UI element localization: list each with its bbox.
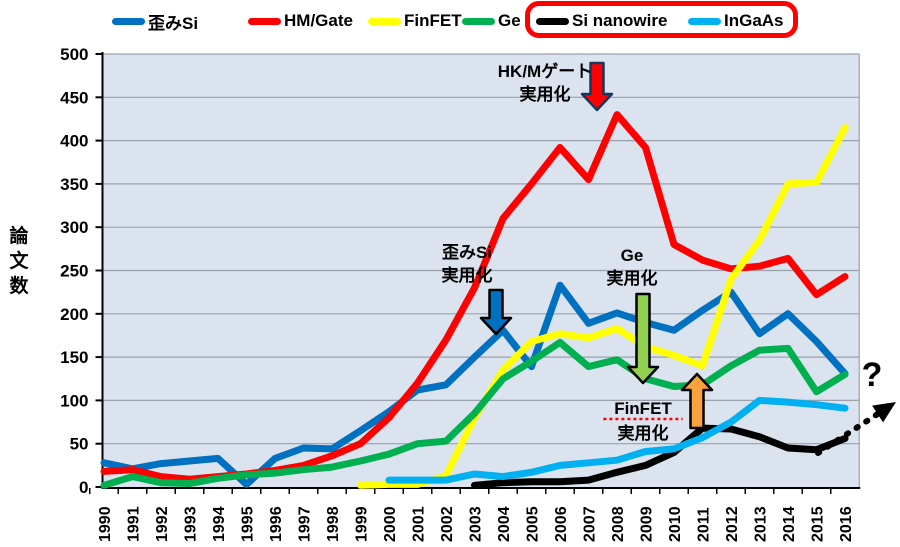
x-tick-label: 2005: [525, 506, 542, 542]
y-tick-label: 100: [60, 391, 88, 410]
legend-label: Si nanowire: [572, 11, 668, 30]
x-tick-label: 1998: [325, 506, 342, 542]
dashed-arrow-head: [872, 402, 896, 423]
legend-label: FinFET: [404, 11, 462, 30]
x-tick-label: 1995: [240, 506, 257, 542]
x-tick-label: 1996: [268, 506, 285, 542]
x-tick-label: 2010: [667, 506, 684, 542]
legend-marker-HM/Gate: [248, 17, 281, 25]
annotation-text-finfet: FinFET: [614, 399, 672, 418]
annotation-text-strained-si: 実用化: [442, 265, 493, 285]
annotation-text-finfet: 実用化: [618, 423, 669, 443]
legend-item-FinFET: FinFET: [368, 9, 462, 33]
annotation-arrow-down: [479, 288, 513, 336]
y-tick-label: 450: [60, 88, 88, 107]
legend-item-InGaAs: InGaAs: [688, 9, 784, 33]
legend-item-Si nanowire: Si nanowire: [536, 9, 667, 33]
y-tick-label: 0: [79, 478, 88, 497]
y-tick-label: 400: [60, 132, 88, 151]
x-tick-label: 2016: [838, 506, 855, 542]
y-tick-label: 500: [60, 45, 88, 64]
annotation-text-strained-si: 歪みSi: [442, 243, 492, 262]
x-tick-label: 1991: [126, 506, 143, 542]
legend-marker-InGaAs: [688, 17, 721, 25]
series-line-Ge: [100, 338, 849, 489]
x-tick-label: 2007: [582, 506, 599, 542]
legend-highlight-box: [525, 1, 798, 38]
x-tick-label: 2003: [468, 506, 485, 542]
y-tick-label: 250: [60, 262, 88, 281]
annotation-text-hkm-gate: HK/Mゲート: [498, 61, 592, 81]
x-tick-label: 1990: [97, 506, 114, 542]
chart-legend: 歪みSi HM/Gate FinFET Ge Si nanowire InGaAs: [0, 0, 900, 42]
y-tick-label: 150: [60, 348, 88, 367]
legend-marker-Ge: [462, 17, 495, 25]
x-tick-label: 2009: [639, 506, 656, 542]
x-tick-label: 1994: [211, 506, 228, 542]
legend-marker-FinFET: [368, 17, 401, 25]
dashed-arrow-shaft: [815, 411, 881, 456]
legend-item-HM/Gate: HM/Gate: [248, 9, 353, 33]
legend-label: HM/Gate: [284, 11, 353, 30]
legend-item-歪みSi: 歪みSi: [112, 9, 198, 33]
y-tick-label: 350: [60, 175, 88, 194]
x-tick-label: 2014: [781, 506, 798, 542]
y-axis-title: 論文数: [9, 226, 29, 297]
legend-label: Ge: [498, 11, 521, 30]
annotation-arrow-down: [580, 61, 614, 112]
series-line-InGaAs: [385, 396, 849, 484]
x-tick-label: 1999: [354, 506, 371, 542]
x-tick-label: 2011: [696, 507, 713, 542]
annotation-text-hkm-gate: 実用化: [520, 84, 571, 104]
x-tick-label: 2012: [724, 506, 741, 542]
y-tick-label: 50: [70, 435, 89, 454]
annotation-arrow-up: [680, 372, 714, 430]
legend-label: InGaAs: [724, 11, 784, 30]
x-tick-label: 1997: [297, 506, 314, 542]
question-mark-annotation: ?: [862, 356, 883, 394]
x-tick-label: 2001: [411, 506, 428, 542]
y-tick-label: 200: [60, 305, 88, 324]
series-line-Si nanowire: [471, 424, 849, 489]
x-tick-label: 2002: [439, 506, 456, 542]
annotation-text-ge: Ge: [621, 246, 644, 265]
x-tick-label: 2000: [382, 506, 399, 542]
x-tick-label: 2004: [496, 506, 513, 542]
y-tick-label: 300: [60, 218, 88, 237]
x-tick-label: 1992: [154, 506, 171, 542]
annotation-arrow-down: [626, 292, 660, 385]
annotation-text-ge: 実用化: [607, 268, 658, 288]
x-tick-label: 2008: [610, 506, 627, 542]
x-tick-label: 1993: [183, 506, 200, 542]
x-tick-label: 2006: [553, 506, 570, 542]
legend-marker-Si nanowire: [536, 17, 569, 25]
legend-item-Ge: Ge: [462, 9, 521, 33]
legend-marker-歪みSi: [112, 17, 145, 25]
x-tick-label: 2013: [753, 506, 770, 542]
legend-label: 歪みSi: [148, 13, 199, 33]
x-tick-label: 2015: [810, 506, 827, 542]
